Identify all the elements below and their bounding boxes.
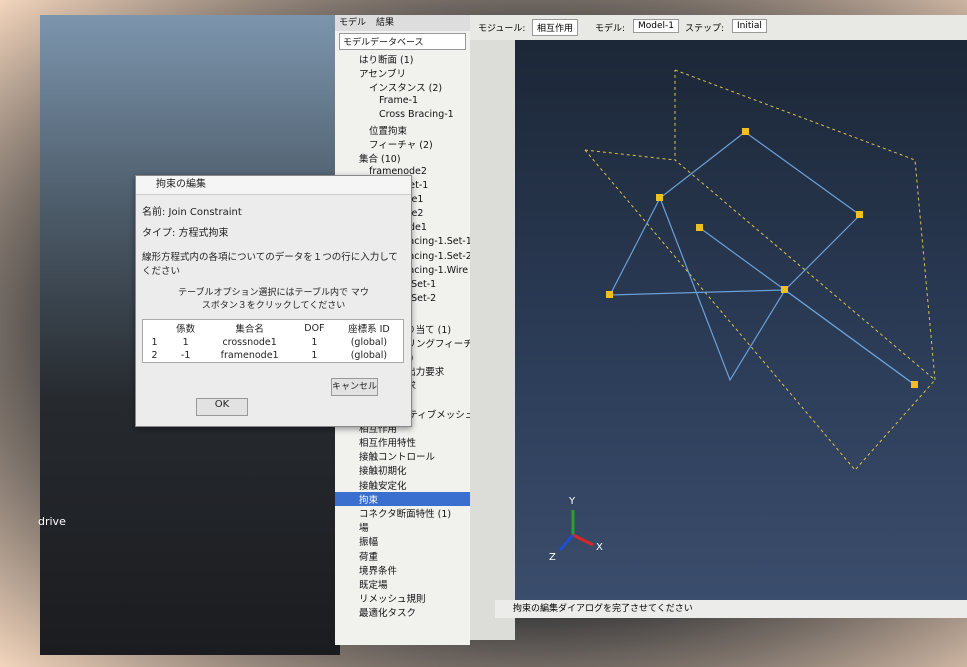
table-cell[interactable]: framenode1 [220, 350, 279, 361]
table-cell[interactable]: 1 [311, 350, 318, 361]
equation-table: 係数 集合名 DOF 座標系 ID 1 1 crossnode1 1 (global) 2 -1 fr… [142, 319, 404, 363]
node [656, 194, 663, 201]
model-label: モデル: [595, 24, 626, 34]
tree-item[interactable]: インスタンス (2) [369, 83, 443, 95]
dialog-instruction: 線形方程式内の各項についてのデータを１つの行に入力してください [142, 252, 398, 277]
tree-item[interactable]: 最適化タスク [359, 608, 417, 620]
tool-palette [470, 40, 515, 640]
header-cell: 係数 [176, 324, 196, 335]
tree-item[interactable]: エンジニアリングフィーチャ [359, 338, 470, 350]
node [606, 291, 613, 298]
table-cell[interactable]: 1 [151, 337, 158, 348]
tabs: モデル 結果 [335, 15, 470, 31]
tree-item[interactable]: Cross Bracing-1.Set-1 [369, 236, 470, 248]
frame-line [584, 149, 936, 471]
tree-item[interactable]: Cross Bracing-1 [379, 108, 454, 120]
axis-label: Z [549, 552, 556, 563]
tree-item[interactable]: Frame-1 [379, 94, 419, 106]
tree-root[interactable]: モデルデータベース [339, 33, 466, 50]
tree-item[interactable]: 位置拘束 [369, 125, 408, 137]
cancel-button[interactable]: キャンセル [331, 378, 378, 396]
node [911, 381, 918, 388]
frame-line [674, 69, 936, 382]
tree-item[interactable]: コネクタ断面特性 (1) [359, 509, 452, 520]
tree-item[interactable]: Cross Bracing-1.Wire [369, 264, 469, 276]
table-header: 係数 集合名 DOF 座標系 ID [143, 320, 404, 337]
dialog: 拘束の編集 名前: Join Constraint タイプ: 方程式拘束 線形方… [135, 175, 412, 427]
table-row: 2 -1 framenode1 1 (global) [143, 349, 404, 363]
toolbar: モジュール: 相互作用 モデル: Model-1 ステップ: Initial [470, 15, 967, 40]
dialog-type: タイプ: 方程式拘束 [142, 228, 229, 239]
tree-item[interactable]: 振幅 [359, 537, 379, 549]
viewport: Y X Z [515, 40, 967, 600]
status-bar: 拘束の編集ダイアログを完了させてください [495, 600, 967, 618]
tree-item[interactable]: フィーチャ (2) [369, 140, 433, 152]
tree-item[interactable]: リメッシュ規則 [359, 594, 426, 606]
tree-item[interactable]: 場 [359, 523, 369, 535]
model-select[interactable]: Model-1 [633, 19, 679, 33]
tree-item[interactable]: アセンブリ [359, 69, 407, 81]
frame-line [584, 149, 676, 161]
dialog-title: 拘束の編集 [136, 176, 411, 195]
tree-item[interactable]: 相互作用 [359, 423, 398, 435]
axis-label: Y [568, 496, 576, 507]
node [856, 211, 863, 218]
table-cell[interactable]: (global) [350, 350, 388, 361]
tree-item[interactable]: 拘束 [335, 491, 470, 506]
status-prompt: 拘束の編集ダイアログを完了させてください [513, 604, 693, 614]
node [742, 128, 749, 135]
node [781, 286, 788, 293]
tree-item[interactable]: Cross Bracing-1.Set-2 [369, 250, 470, 262]
axis-label: X [596, 542, 603, 553]
dialog-name: 名前: Join Constraint [142, 207, 242, 218]
tree-item[interactable]: 境界条件 [359, 565, 398, 577]
module-label: モジュール: [478, 24, 526, 34]
table-cell[interactable]: -1 [180, 350, 191, 361]
tree-item[interactable]: 相互作用特性 [359, 438, 417, 450]
tab[interactable]: 結果 [376, 18, 395, 28]
tree-item[interactable]: 既定場 [359, 579, 388, 591]
ok-button[interactable]: OK [196, 398, 248, 416]
header-cell: 座標系 ID [348, 324, 390, 335]
tree-item[interactable]: 接触安定化 [359, 480, 407, 492]
table-cell[interactable]: 1 [182, 337, 189, 348]
brace-line [609, 131, 861, 296]
table-row: 1 1 crossnode1 1 (global) [143, 336, 404, 349]
tree-item[interactable]: 接触コントロール [359, 452, 436, 464]
tab[interactable]: モデル [339, 18, 367, 28]
brace-line [699, 227, 916, 386]
module-select[interactable]: 相互作用 [532, 19, 579, 36]
axis-x [572, 533, 594, 547]
tree-item[interactable]: framenode2 [369, 165, 427, 177]
table-cell[interactable]: crossnode1 [222, 337, 277, 348]
header-cell [143, 320, 167, 337]
tree-item[interactable]: ALE アダプティブメッシュ [359, 409, 470, 421]
node [696, 224, 703, 231]
tree-item[interactable]: はり断面 (1) [359, 55, 414, 66]
step-label: ステップ: [685, 24, 725, 34]
header-cell: 集合名 [235, 324, 264, 335]
desktop-label: drive [38, 515, 66, 528]
tree-item[interactable]: 荷重 [359, 551, 379, 563]
tree-item[interactable]: 集合 (10) [359, 154, 401, 166]
table-cell[interactable]: 1 [311, 337, 318, 348]
step-select[interactable]: Initial [732, 19, 767, 33]
table-cell[interactable]: (global) [350, 337, 388, 348]
header-cell: DOF [304, 322, 325, 334]
axis-z [558, 534, 575, 551]
tree-item[interactable]: 接触初期化 [359, 466, 407, 478]
dialog-hint: テーブルオプション選択にはテーブル内で マウスボタン３をクリックしてください [178, 288, 369, 311]
table-cell[interactable]: 2 [151, 350, 158, 361]
